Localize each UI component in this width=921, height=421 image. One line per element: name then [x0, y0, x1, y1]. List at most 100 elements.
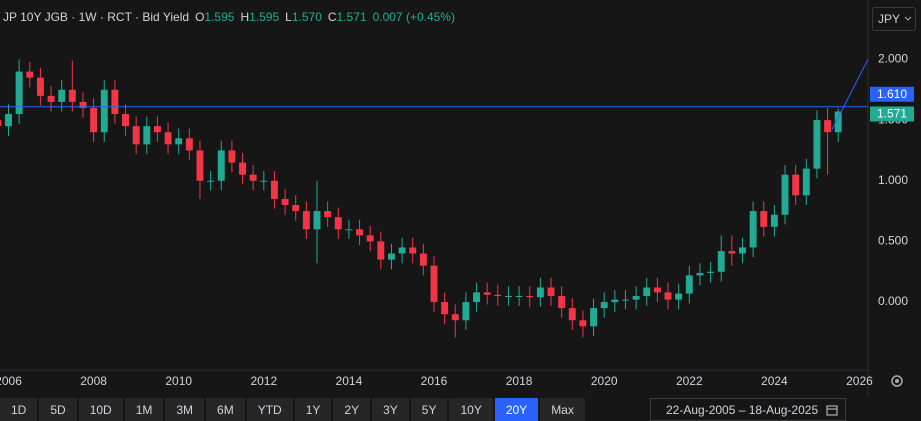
range-button[interactable]: 3M	[165, 398, 205, 421]
candle-body	[526, 296, 534, 298]
candle-body	[717, 251, 725, 272]
candle-body	[824, 120, 832, 133]
settings-icon[interactable]	[891, 375, 903, 387]
candle-body	[441, 302, 449, 315]
candle-body	[175, 138, 183, 145]
candle-body	[324, 211, 332, 218]
candle-body	[58, 89, 66, 102]
candle-body	[547, 287, 555, 296]
candle-body	[387, 253, 395, 260]
candle-body	[568, 308, 576, 321]
x-tick-label: 2022	[676, 374, 703, 388]
candle-body	[707, 271, 715, 273]
candle-body	[334, 217, 342, 230]
date-range[interactable]: 22-Aug-2005 – 18-Aug-2025	[650, 398, 846, 421]
candle-body	[728, 251, 736, 254]
calendar-icon	[826, 405, 838, 415]
range-toolbar: 1D 5D 10D 1M 3M 6M YTD 1Y 2Y 3Y 5Y 10Y 20Y Max	[0, 398, 585, 421]
change: 0.007 (+0.45%)	[372, 10, 455, 24]
candle-body	[494, 294, 502, 296]
chart: 0.0000.5001.0001.5002.000200620082010201…	[0, 0, 914, 396]
ohlc-field: C1.571	[328, 10, 367, 24]
date-range-text: 22-Aug-2005 – 18-Aug-2025	[666, 402, 819, 417]
ohlc-label: L	[285, 10, 292, 24]
y-tick-label: 0.000	[878, 294, 908, 308]
candle-body	[802, 168, 810, 196]
candle-body	[185, 138, 193, 151]
range-button[interactable]: 1Y	[294, 398, 332, 421]
candle-body	[813, 120, 821, 169]
x-tick-label: 2016	[421, 374, 448, 388]
range-button[interactable]: 10D	[78, 398, 123, 421]
ohlc-value: 1.595	[249, 10, 280, 24]
currency-button[interactable]: JPY	[872, 7, 916, 31]
candle-body	[632, 296, 640, 300]
candle-body	[430, 265, 438, 303]
candle-body	[483, 292, 491, 295]
candle-body	[292, 205, 300, 212]
range-button[interactable]: 10Y	[449, 398, 493, 421]
candle-body	[281, 198, 289, 206]
candle-body	[419, 253, 427, 266]
candle-body	[26, 71, 34, 78]
candle-body	[590, 308, 598, 327]
candle-body	[153, 126, 161, 133]
x-tick-label: 2018	[506, 374, 533, 388]
candle-body	[313, 211, 321, 230]
candle-body	[675, 293, 683, 300]
candle-body	[47, 95, 55, 102]
candle-body	[643, 287, 651, 296]
candle-body	[100, 89, 108, 133]
candle-body	[451, 314, 459, 321]
candle-body	[345, 229, 353, 231]
candle-body	[398, 247, 406, 254]
candle-body	[685, 275, 693, 294]
range-button[interactable]: Max	[540, 398, 585, 421]
plot-area	[0, 59, 868, 338]
ohlc-value: 1.570	[291, 10, 322, 24]
ohlc-field: O1.595	[195, 10, 234, 24]
x-tick-label: 2026	[846, 374, 873, 388]
candle-body	[217, 150, 225, 181]
candle-body	[36, 77, 44, 96]
range-button[interactable]: 3Y	[372, 398, 409, 421]
range-button[interactable]: 1M	[124, 398, 164, 421]
candle-body	[111, 89, 119, 115]
candle-body	[228, 150, 236, 163]
candle-body	[664, 292, 672, 300]
candle-body	[622, 299, 629, 301]
range-button[interactable]: 5Y	[410, 398, 448, 421]
candle-body	[792, 174, 800, 196]
candle-body	[143, 126, 151, 145]
price-label-box	[870, 86, 914, 102]
ohlc-label: C	[327, 10, 337, 24]
candle-body	[579, 320, 587, 327]
candle-body	[505, 296, 512, 297]
x-tick-label: 2008	[80, 374, 107, 388]
candle-body	[760, 211, 768, 227]
candle-body	[600, 302, 608, 309]
range-button[interactable]: 20Y	[494, 398, 539, 421]
chevron	[904, 16, 912, 21]
ohlc: O1.595 H1.595 L1.570 C1.571	[195, 10, 367, 24]
range-button[interactable]: 1D	[0, 398, 38, 421]
range-button[interactable]: 2Y	[333, 398, 371, 421]
last-price-box	[870, 106, 914, 122]
legend-header: JP 10Y JGB · 1W · RCT · Bid Yield O1.595…	[3, 10, 455, 24]
ohlc-value: 1.571	[336, 10, 367, 24]
trend-line	[831, 59, 868, 131]
candle-body	[462, 302, 470, 321]
candle-body	[196, 150, 204, 181]
range-button[interactable]: 5D	[39, 398, 77, 421]
candle-body	[132, 126, 140, 145]
range-button[interactable]: 6M	[206, 398, 245, 421]
ohlc-field: L1.570	[285, 10, 322, 24]
ohlc-field: H1.595	[240, 10, 279, 24]
candle-body	[239, 162, 246, 175]
x-tick-label: 2020	[591, 374, 618, 388]
range-button[interactable]: YTD	[246, 398, 293, 421]
candle-body	[260, 180, 268, 182]
x-tick-label: 2014	[336, 374, 363, 388]
y-tick-label: 0.500	[878, 234, 908, 248]
